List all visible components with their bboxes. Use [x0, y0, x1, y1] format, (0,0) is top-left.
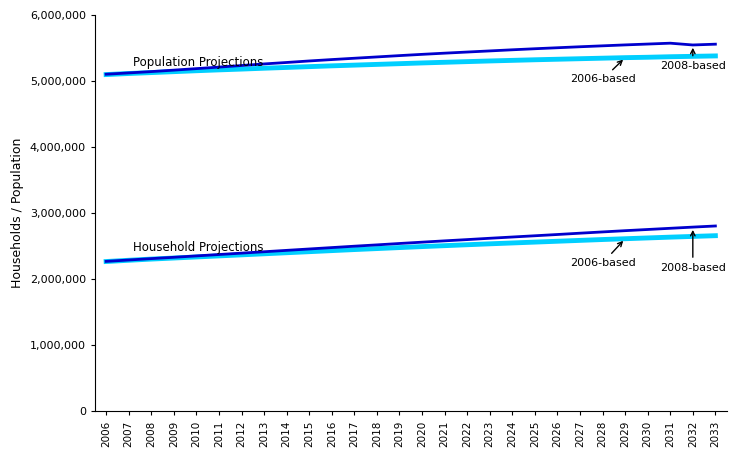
Text: Household Projections: Household Projections — [133, 241, 263, 254]
Text: 2008-based: 2008-based — [660, 49, 726, 71]
Text: Population Projections: Population Projections — [133, 56, 263, 69]
Y-axis label: Households / Population: Households / Population — [11, 138, 24, 289]
Text: 2008-based: 2008-based — [660, 231, 726, 273]
Text: 2006-based: 2006-based — [570, 242, 636, 268]
Text: 2006-based: 2006-based — [570, 60, 636, 84]
